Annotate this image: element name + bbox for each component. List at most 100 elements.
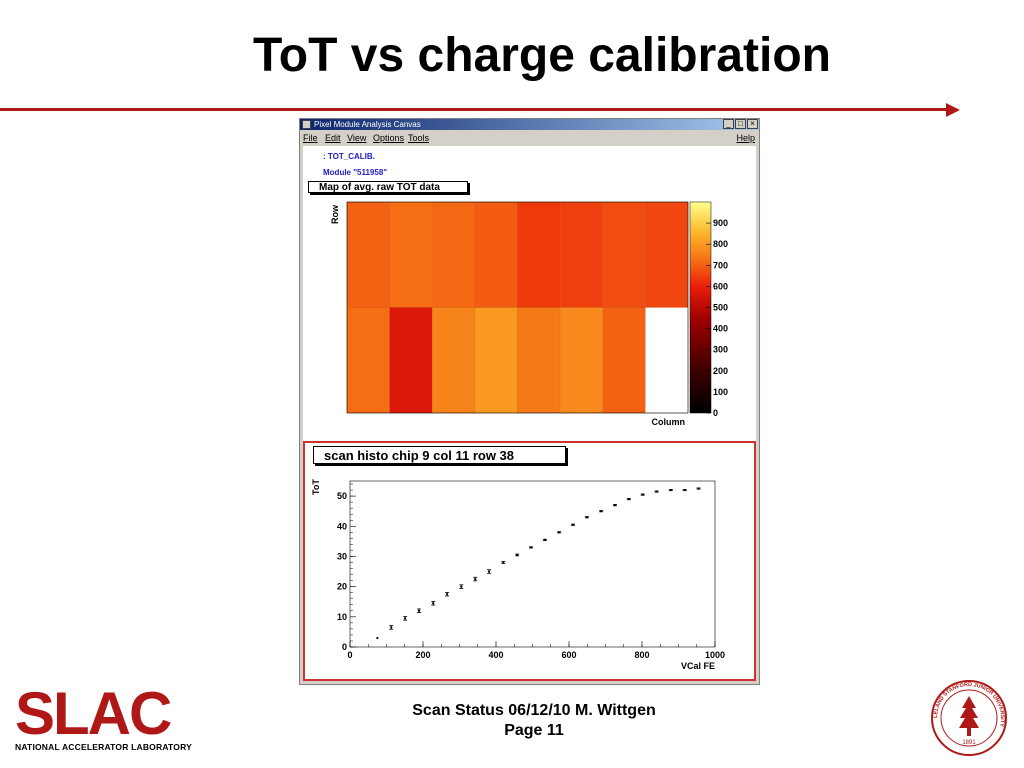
heatmap-title: Map of avg. raw TOT data bbox=[308, 181, 468, 193]
title-rule-arrow bbox=[946, 103, 960, 117]
colorbar-tick-label: 600 bbox=[713, 281, 728, 291]
scan-point bbox=[613, 504, 617, 507]
scan-x-tick-label: 800 bbox=[634, 650, 649, 660]
colorbar-tick-label: 300 bbox=[713, 345, 728, 355]
scan-point bbox=[683, 488, 686, 492]
heatmap-cell bbox=[559, 201, 603, 308]
scan-point bbox=[655, 490, 658, 493]
minimize-button[interactable]: _ bbox=[723, 119, 734, 129]
scan-type-label: : TOT_CALIB. bbox=[323, 152, 375, 161]
heatmap-pad[interactable]: Row Column 900 800 700 600 500 400 300 200 100 0 Ma… bbox=[303, 181, 756, 439]
heatmap-cell bbox=[602, 307, 646, 414]
heatmap-cell bbox=[517, 307, 561, 414]
tree-icon bbox=[959, 696, 979, 728]
colorbar-tick-label: 700 bbox=[713, 260, 728, 270]
colorbar-tick-label: 500 bbox=[713, 303, 728, 313]
scan-y-tick-label: 10 bbox=[337, 612, 347, 622]
colorbar-tick-label: 800 bbox=[713, 239, 728, 249]
footer: Scan Status 06/12/10 M. Wittgen Page 11 bbox=[364, 701, 704, 741]
scan-y-label: ToT bbox=[311, 479, 321, 495]
slac-subtitle: NATIONAL ACCELERATOR LABORATORY bbox=[15, 742, 192, 752]
heatmap-cell bbox=[645, 201, 689, 308]
scan-point bbox=[445, 593, 449, 596]
scan-point bbox=[390, 626, 393, 629]
canvas-area[interactable]: Row Column 900 800 700 600 500 400 300 200 100 0 Ma… bbox=[303, 181, 756, 681]
heatmap-cell bbox=[474, 201, 518, 308]
scan-point bbox=[432, 602, 435, 605]
scan-point bbox=[376, 636, 379, 640]
scan-point bbox=[417, 609, 421, 612]
colorbar-tick-label: 200 bbox=[713, 366, 728, 376]
footer-line-2: Page 11 bbox=[504, 722, 564, 739]
app-icon bbox=[302, 120, 311, 129]
scan-point bbox=[669, 488, 672, 492]
heatmap-cell bbox=[602, 201, 646, 308]
scan-point bbox=[543, 538, 547, 541]
scan-point bbox=[641, 493, 644, 496]
stanford-seal: LELAND STANFORD JUNIOR UNIVERSITY 1891 bbox=[931, 680, 1007, 756]
scan-point bbox=[487, 570, 491, 573]
heatmap-y-label: Row bbox=[330, 204, 340, 224]
heatmap-plot: Row Column 900 800 700 600 500 400 300 200 100 0 bbox=[330, 201, 728, 427]
menu-options[interactable]: Options bbox=[373, 133, 405, 143]
heatmap-cell bbox=[346, 307, 390, 414]
title-rule bbox=[0, 108, 948, 111]
scan-pad[interactable]: 0 200 400 600 800 1000 0 10 20 30 40 50 ToT VCal FE s… bbox=[303, 441, 756, 681]
menubar: File Edit View Options Tools Help bbox=[300, 131, 759, 145]
maximize-button[interactable]: □ bbox=[735, 119, 746, 129]
window-titlebar[interactable]: Pixel Module Analysis Canvas _ □ × bbox=[300, 119, 759, 130]
close-button[interactable]: × bbox=[747, 119, 758, 129]
seal-year: 1891 bbox=[962, 740, 976, 746]
heatmap-cell bbox=[432, 201, 476, 308]
scan-title: scan histo chip 9 col 11 row 38 bbox=[313, 446, 566, 464]
root-canvas-window[interactable]: Pixel Module Analysis Canvas _ □ × File … bbox=[299, 118, 760, 685]
scan-point bbox=[460, 585, 463, 588]
scan-x-tick-label: 0 bbox=[347, 650, 352, 660]
heatmap-cell bbox=[645, 307, 689, 414]
menu-edit[interactable]: Edit bbox=[325, 133, 341, 143]
colorbar-tick-label: 400 bbox=[713, 324, 728, 334]
scan-point bbox=[697, 487, 700, 490]
scan-x-tick-label: 600 bbox=[561, 650, 576, 660]
menu-file[interactable]: File bbox=[303, 133, 318, 143]
scan-point bbox=[558, 531, 561, 534]
slac-logo: SLAC bbox=[15, 686, 173, 738]
colorbar-tick-label: 0 bbox=[713, 408, 718, 418]
scan-y-tick-label: 30 bbox=[337, 551, 347, 561]
menu-tools[interactable]: Tools bbox=[408, 133, 430, 143]
scan-y-tick-label: 40 bbox=[337, 521, 347, 531]
scan-x-tick-label: 400 bbox=[488, 650, 503, 660]
menu-help[interactable]: Help bbox=[736, 133, 755, 143]
module-label: Module "511958" bbox=[323, 168, 388, 177]
colorbar-tick-label: 100 bbox=[713, 387, 728, 397]
heatmap-cell bbox=[346, 201, 390, 308]
heatmap-cell bbox=[432, 307, 476, 414]
slac-logo-text: SLAC bbox=[15, 686, 171, 738]
heatmap-cell bbox=[517, 201, 561, 308]
scan-x-tick-label: 1000 bbox=[705, 650, 725, 660]
menu-view[interactable]: View bbox=[347, 133, 367, 143]
scan-point bbox=[502, 561, 505, 564]
window-title: Pixel Module Analysis Canvas bbox=[314, 120, 421, 129]
scan-y-tick-label: 50 bbox=[337, 491, 347, 501]
scan-point bbox=[529, 546, 533, 549]
scan-point bbox=[585, 516, 588, 519]
scan-point bbox=[474, 577, 477, 581]
heatmap-border bbox=[346, 201, 689, 414]
heatmap-cell bbox=[559, 307, 603, 414]
slide-title: ToT vs charge calibration bbox=[253, 29, 831, 82]
scan-frame bbox=[349, 480, 716, 648]
scan-x-tick-label: 200 bbox=[415, 650, 430, 660]
scan-point bbox=[600, 510, 603, 513]
colorbar-tick-label: 900 bbox=[713, 218, 728, 228]
tree-trunk bbox=[967, 728, 971, 736]
scan-point bbox=[571, 523, 575, 526]
scan-x-label: VCal FE bbox=[681, 661, 715, 671]
heatmap-cell bbox=[474, 307, 518, 414]
heatmap-x-label: Column bbox=[652, 417, 686, 427]
scan-plot: 0 200 400 600 800 1000 0 10 20 30 40 50 ToT VCal FE bbox=[311, 479, 725, 671]
footer-line-1: Scan Status 06/12/10 M. Wittgen bbox=[412, 702, 656, 719]
heatmap-cell bbox=[389, 201, 433, 308]
scan-y-tick-label: 0 bbox=[342, 642, 347, 652]
heatmap-cell bbox=[389, 307, 433, 414]
